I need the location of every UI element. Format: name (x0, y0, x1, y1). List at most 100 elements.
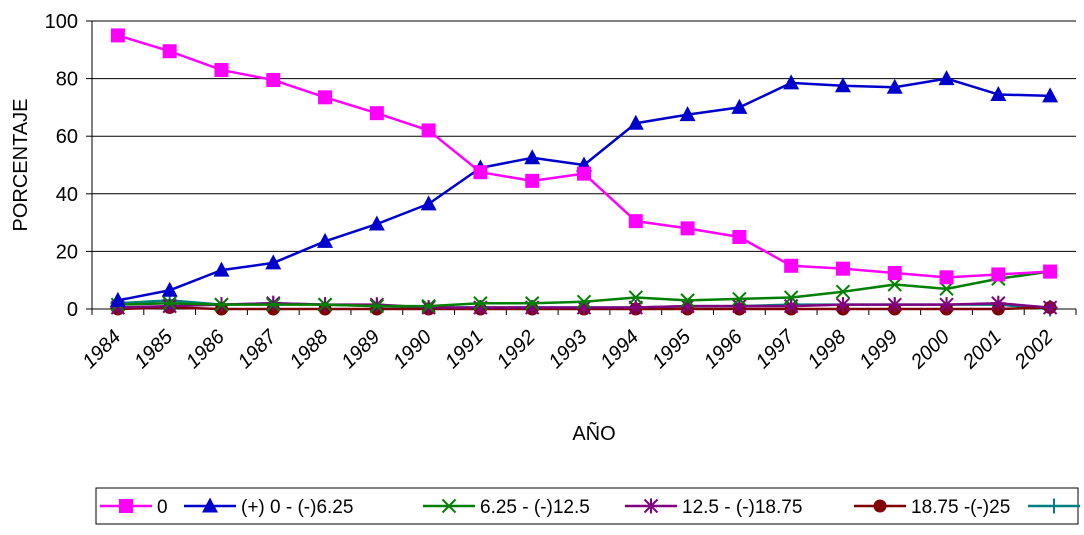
data-point (214, 297, 229, 312)
marker-stroke (576, 294, 592, 310)
data-point (110, 28, 125, 43)
x-tick-label: 2000 (906, 326, 954, 374)
x-tick-label: 1988 (286, 326, 333, 373)
x-tick-label: 1993 (545, 326, 592, 373)
marker-stroke (214, 297, 229, 312)
data-point (628, 214, 643, 229)
legend-swatch-marker (873, 499, 887, 513)
y-axis-title: PORCENTAJE (10, 99, 32, 232)
x-tick-label: 1997 (752, 325, 800, 373)
data-point (784, 258, 799, 273)
y-tick-label: 20 (56, 241, 78, 263)
series-group (109, 70, 1059, 307)
data-point (1043, 264, 1058, 279)
marker-stroke (628, 290, 643, 305)
legend-swatch-marker (202, 497, 218, 513)
marker-stroke (732, 291, 747, 307)
marker-stroke (162, 296, 177, 311)
x-tick-label: 1991 (441, 326, 488, 373)
marker-stroke (525, 296, 540, 311)
data-point (317, 297, 333, 312)
data-point (939, 297, 955, 313)
legend-item: 12.5 - (-)18.75 (625, 497, 802, 518)
x-tick-label: 1996 (700, 325, 748, 373)
data-point (577, 166, 591, 181)
x-tick-label: 1985 (130, 325, 178, 373)
data-point (731, 98, 748, 114)
y-tick-label: 60 (56, 126, 78, 148)
x-tick-label: 1998 (803, 326, 850, 373)
series-layer (109, 28, 1059, 317)
y-tick-label: 80 (56, 69, 78, 91)
legend-item: (+) 25 (1028, 498, 1080, 514)
series-line (117, 34, 1051, 279)
x-tick-label: 1984 (78, 326, 125, 373)
legend-item: 0 (100, 497, 168, 518)
data-point (835, 284, 851, 299)
x-tick-label: 1987 (234, 325, 282, 373)
series-line (117, 77, 1051, 302)
gridlines (92, 20, 1076, 252)
data-point (783, 298, 799, 314)
data-point (266, 73, 281, 88)
marker-stroke (939, 281, 954, 297)
data-point (318, 90, 333, 105)
data-point (213, 261, 230, 277)
data-point (161, 281, 178, 297)
data-point (576, 294, 592, 310)
data-point (990, 85, 1007, 101)
x-tick-label: 1995 (648, 325, 696, 373)
y-tick-labels: 0 20 40 60 80 100 (45, 11, 78, 321)
data-point (1042, 300, 1058, 316)
data-point (369, 297, 385, 313)
data-point (783, 74, 800, 90)
data-point (162, 44, 177, 59)
data-point (939, 281, 954, 297)
data-point (265, 295, 281, 311)
legend-box (95, 487, 1079, 525)
data-point (473, 165, 488, 180)
data-point (835, 261, 850, 276)
data-point (731, 298, 747, 314)
data-point (266, 297, 281, 312)
x-axis-title: AÑO (572, 421, 615, 445)
data-point (162, 296, 177, 311)
y-tick-label: 0 (67, 299, 78, 321)
x-tick-label: 1994 (596, 326, 643, 373)
data-point (886, 78, 903, 94)
data-point (421, 123, 436, 138)
legend-label: 0 (157, 497, 168, 518)
data-point (109, 291, 126, 307)
marker-stroke (441, 498, 457, 514)
legend-swatch-marker (441, 498, 457, 514)
data-point (732, 230, 747, 244)
data-point (732, 291, 747, 307)
data-point (887, 266, 902, 280)
data-point (991, 267, 1006, 282)
marker-stroke (369, 298, 385, 314)
data-point (317, 232, 334, 248)
data-point (420, 195, 437, 211)
data-point (628, 290, 643, 305)
legend-swatch-marker (643, 498, 659, 514)
x-tick-label: 2001 (958, 326, 1006, 374)
legend-item: 18.75 -(-)25 (854, 497, 1010, 518)
data-point (525, 173, 540, 188)
legend-item: (+) 0 - (-)6.25 (184, 497, 353, 518)
marker-stroke (266, 297, 281, 312)
x-tick-label: 2002 (1010, 326, 1058, 374)
data-point (473, 296, 488, 311)
legend-label: 18.75 -(-)25 (911, 497, 1010, 518)
data-point (835, 297, 851, 313)
marker-stroke (317, 297, 333, 312)
x-tick-label: 1999 (855, 326, 902, 373)
data-point (421, 298, 436, 314)
marker-stroke (887, 277, 902, 292)
data-point (265, 254, 282, 270)
data-point (369, 298, 385, 314)
data-point (834, 77, 851, 93)
data-point (627, 114, 644, 130)
data-point (1042, 87, 1059, 103)
x-tick-label: 1992 (493, 326, 540, 373)
